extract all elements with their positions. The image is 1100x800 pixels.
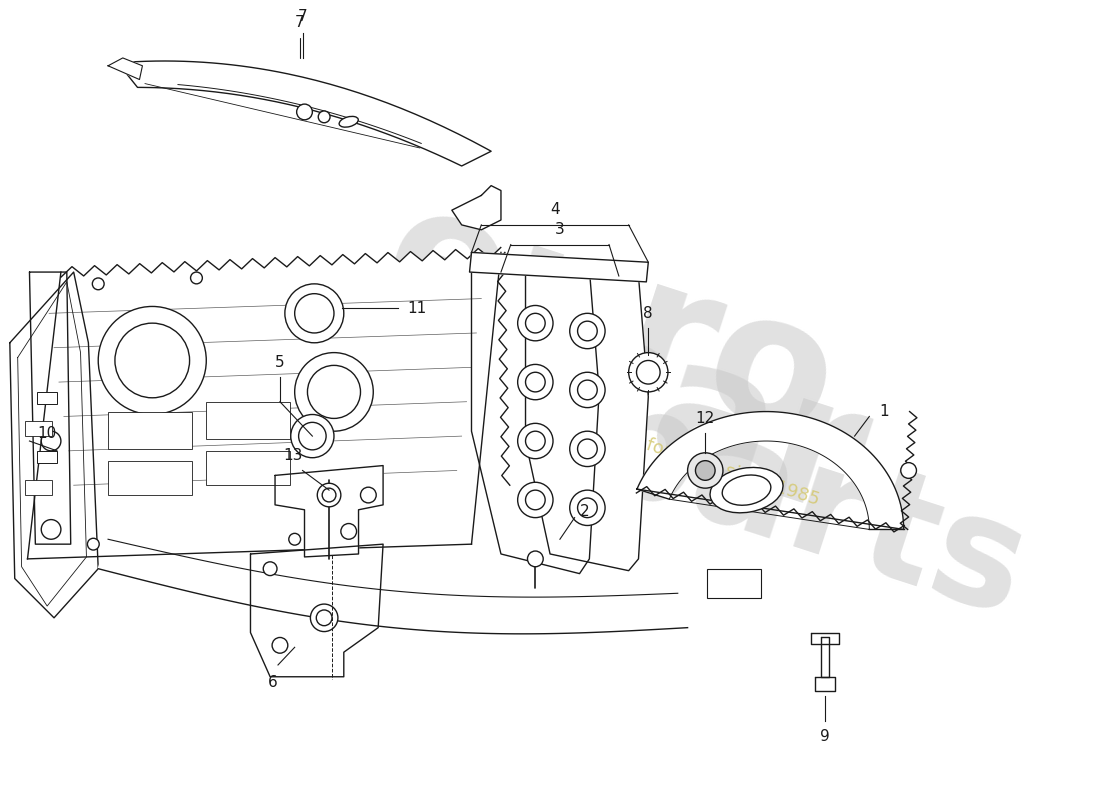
Circle shape — [310, 604, 338, 631]
Text: 7: 7 — [295, 15, 305, 30]
Bar — [37, 392, 57, 404]
Circle shape — [570, 314, 605, 349]
Polygon shape — [812, 633, 839, 644]
Bar — [24, 480, 52, 495]
Circle shape — [42, 431, 60, 451]
Circle shape — [263, 562, 277, 575]
Text: parts: parts — [568, 369, 1043, 650]
Circle shape — [87, 538, 99, 550]
Circle shape — [526, 490, 546, 510]
Bar — [108, 461, 191, 495]
Text: passion for parts since 1985: passion for parts since 1985 — [573, 413, 822, 509]
Polygon shape — [452, 186, 500, 230]
Text: 9: 9 — [821, 729, 830, 744]
Text: 5: 5 — [275, 355, 285, 370]
Circle shape — [528, 551, 543, 566]
Circle shape — [578, 439, 597, 458]
Circle shape — [901, 462, 916, 478]
Circle shape — [629, 353, 668, 392]
Bar — [707, 569, 761, 598]
Bar — [207, 451, 289, 486]
Circle shape — [695, 461, 715, 480]
Circle shape — [688, 453, 723, 488]
Bar — [108, 411, 191, 449]
Polygon shape — [251, 544, 383, 677]
Polygon shape — [526, 262, 648, 570]
Circle shape — [317, 610, 332, 626]
Circle shape — [98, 306, 207, 414]
Circle shape — [341, 523, 356, 539]
Polygon shape — [470, 253, 648, 282]
Circle shape — [92, 278, 104, 290]
Circle shape — [322, 488, 335, 502]
Circle shape — [318, 111, 330, 122]
Circle shape — [578, 380, 597, 400]
Ellipse shape — [711, 467, 783, 513]
Polygon shape — [815, 677, 835, 691]
Circle shape — [298, 422, 326, 450]
Circle shape — [518, 423, 553, 458]
Circle shape — [570, 431, 605, 466]
Circle shape — [578, 498, 597, 518]
Circle shape — [637, 361, 660, 384]
Text: 3: 3 — [556, 222, 564, 237]
Polygon shape — [118, 61, 491, 166]
Circle shape — [114, 323, 189, 398]
Text: 1: 1 — [879, 404, 889, 419]
Circle shape — [526, 431, 546, 451]
Text: 7: 7 — [298, 9, 307, 23]
Circle shape — [297, 104, 312, 120]
Text: 8: 8 — [644, 306, 653, 321]
Polygon shape — [28, 247, 500, 559]
Bar — [24, 422, 52, 436]
Circle shape — [361, 487, 376, 503]
Circle shape — [308, 366, 361, 418]
Circle shape — [518, 482, 553, 518]
Ellipse shape — [723, 475, 771, 506]
Polygon shape — [30, 272, 70, 544]
Polygon shape — [275, 466, 383, 557]
Circle shape — [295, 353, 373, 431]
Circle shape — [570, 490, 605, 526]
Circle shape — [317, 483, 341, 507]
Polygon shape — [98, 539, 688, 634]
Circle shape — [518, 364, 553, 400]
Bar — [37, 451, 57, 462]
Text: car: car — [529, 289, 886, 554]
Text: euro: euro — [361, 168, 857, 478]
Text: 6: 6 — [268, 674, 278, 690]
Bar — [207, 402, 289, 439]
Circle shape — [285, 284, 344, 342]
Circle shape — [518, 306, 553, 341]
Circle shape — [190, 272, 202, 284]
Circle shape — [295, 294, 334, 333]
Circle shape — [289, 534, 300, 545]
Text: 12: 12 — [695, 411, 715, 426]
Circle shape — [290, 414, 334, 458]
Circle shape — [570, 372, 605, 408]
Polygon shape — [108, 58, 142, 79]
Polygon shape — [10, 272, 98, 618]
Circle shape — [526, 314, 546, 333]
Polygon shape — [822, 638, 829, 677]
Circle shape — [272, 638, 288, 653]
Ellipse shape — [339, 116, 359, 127]
Polygon shape — [637, 411, 904, 530]
Text: 10: 10 — [37, 426, 57, 441]
Circle shape — [526, 372, 546, 392]
Text: 11: 11 — [408, 301, 427, 316]
Circle shape — [578, 321, 597, 341]
Polygon shape — [472, 253, 600, 574]
Text: 13: 13 — [283, 448, 302, 462]
Text: 4: 4 — [550, 202, 560, 217]
Text: 2: 2 — [580, 504, 590, 519]
Circle shape — [42, 519, 60, 539]
